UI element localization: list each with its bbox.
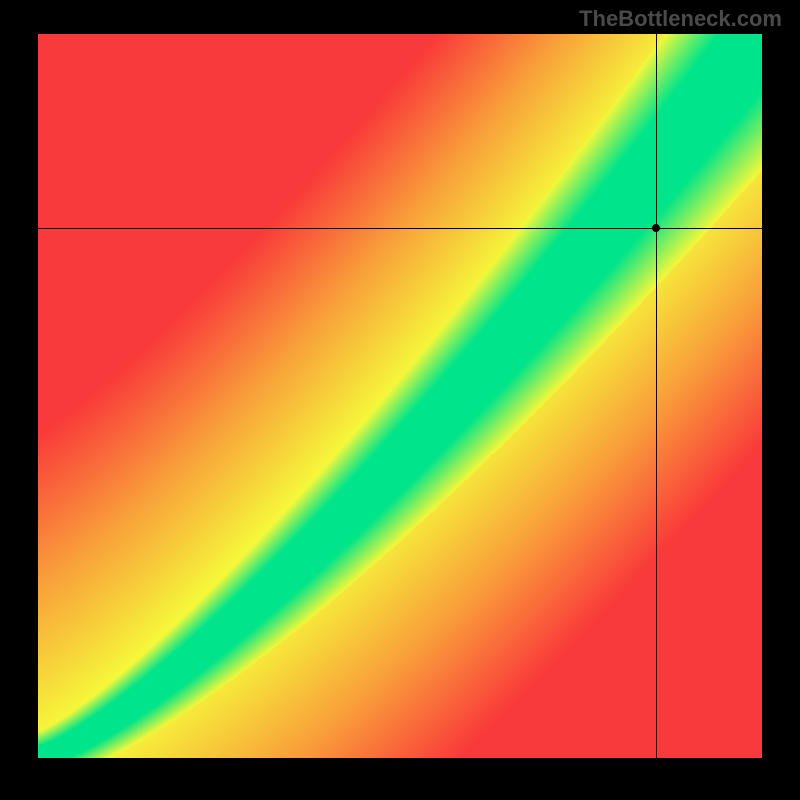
heatmap-canvas	[38, 34, 762, 758]
crosshair-vertical	[656, 34, 657, 758]
crosshair-marker	[652, 224, 660, 232]
watermark-text: TheBottleneck.com	[579, 6, 782, 32]
bottleneck-heatmap	[38, 34, 762, 758]
